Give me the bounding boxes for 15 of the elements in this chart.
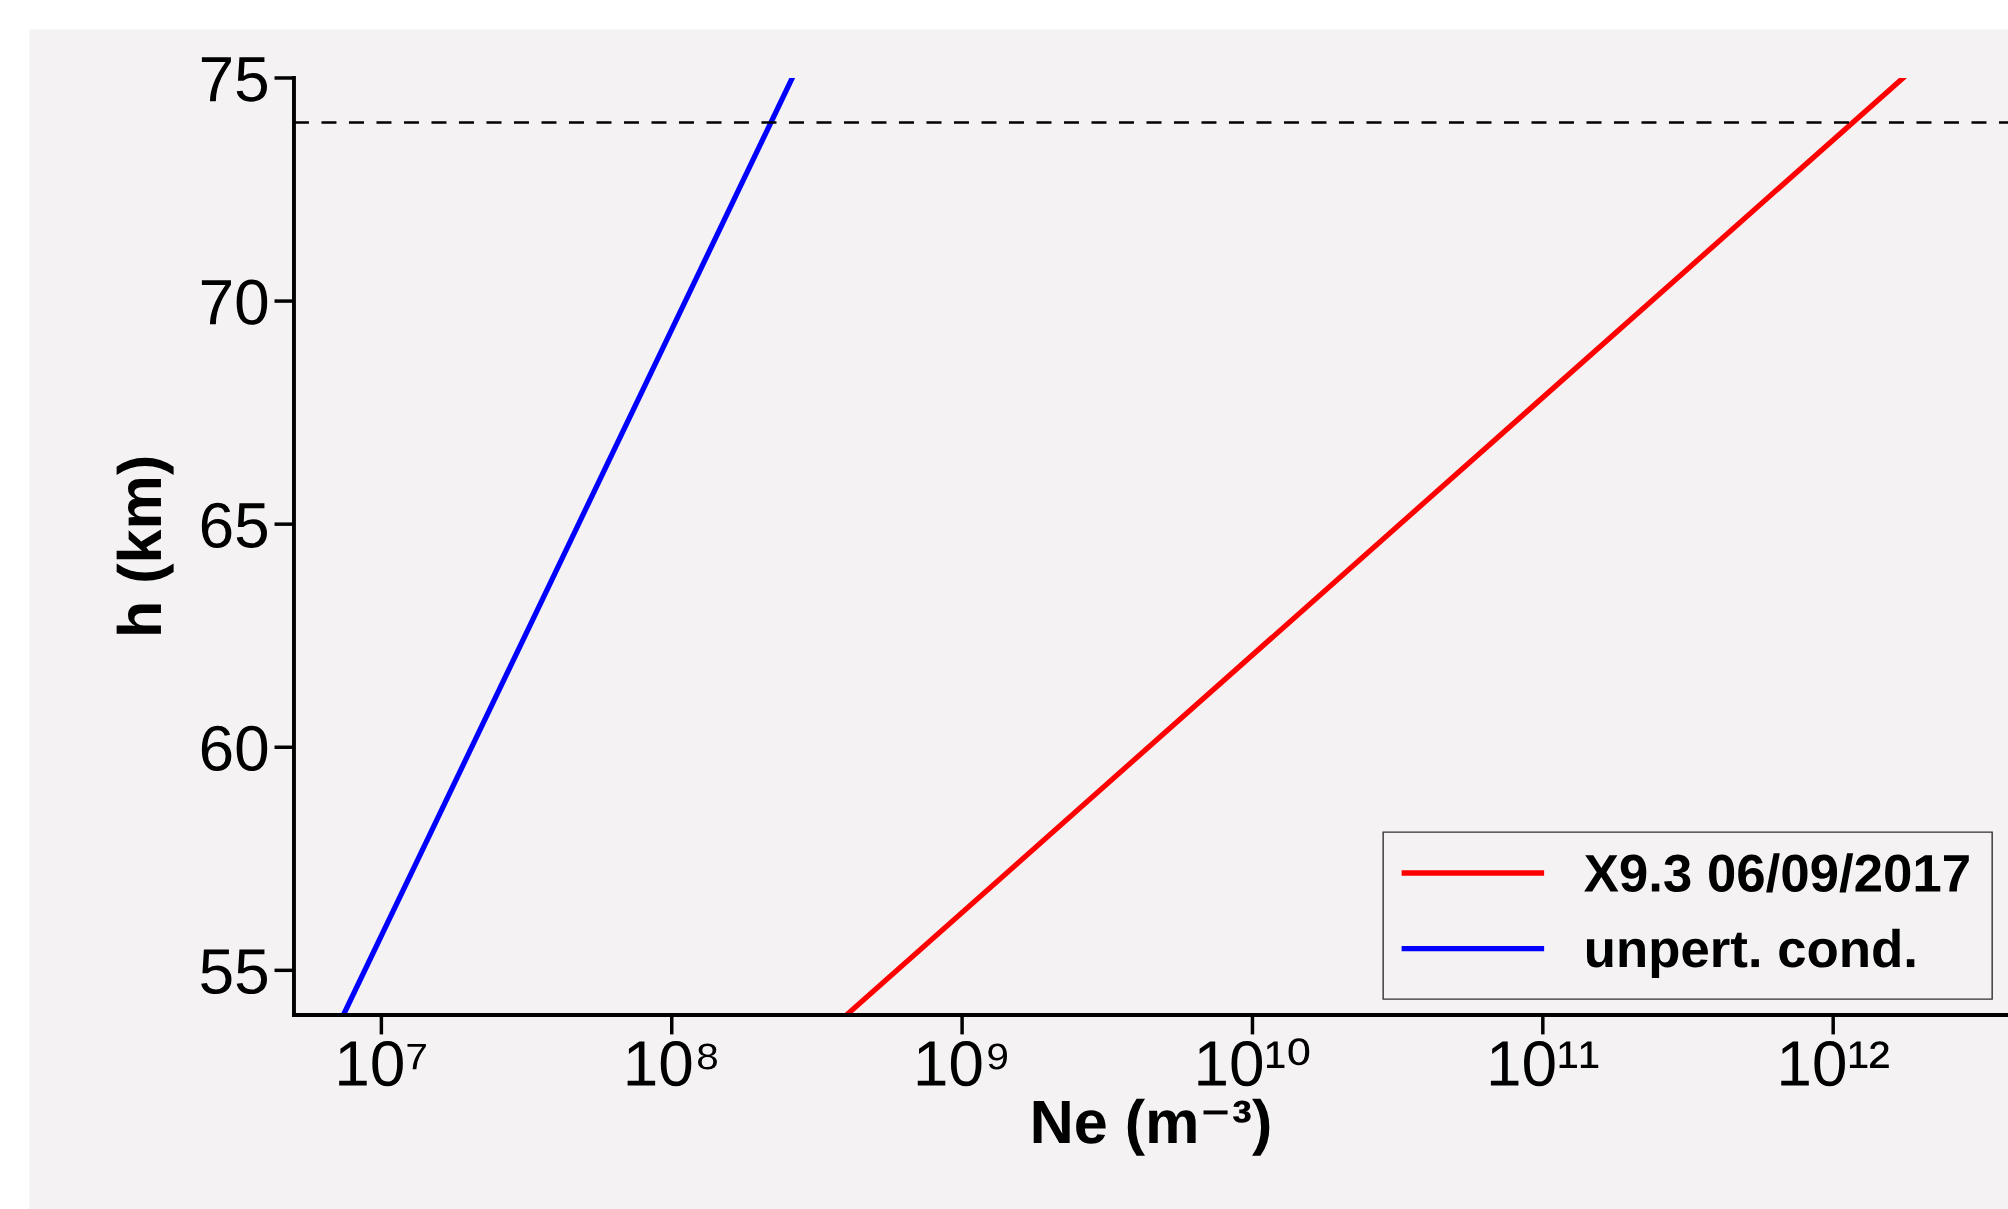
x-axis-title: Ne (m⁻³)	[1033, 1098, 1270, 1156]
legend-label: unpert. cond.	[1586, 928, 1915, 979]
y-tick-label: 55	[201, 949, 267, 995]
x-tick-label: 10¹¹	[1490, 1040, 1599, 1087]
y-tick-label: 65	[201, 502, 267, 548]
legend-label: X9.3 06/09/2017	[1584, 853, 1969, 893]
x-tick-label: 10⁹	[917, 1040, 1007, 1087]
x-tick-label: 10¹⁰	[1198, 1038, 1310, 1087]
y-tick-label: 70	[201, 279, 268, 325]
x-tick-label: 10⁷	[339, 1040, 426, 1087]
x-tick-label: 10¹²	[1781, 1040, 1889, 1087]
y-axis-title: h (km)	[116, 457, 174, 634]
y-tick-label: 60	[201, 725, 268, 772]
y-tick-label: 75	[201, 57, 267, 102]
x-tick-label: 10⁸	[627, 1040, 717, 1087]
